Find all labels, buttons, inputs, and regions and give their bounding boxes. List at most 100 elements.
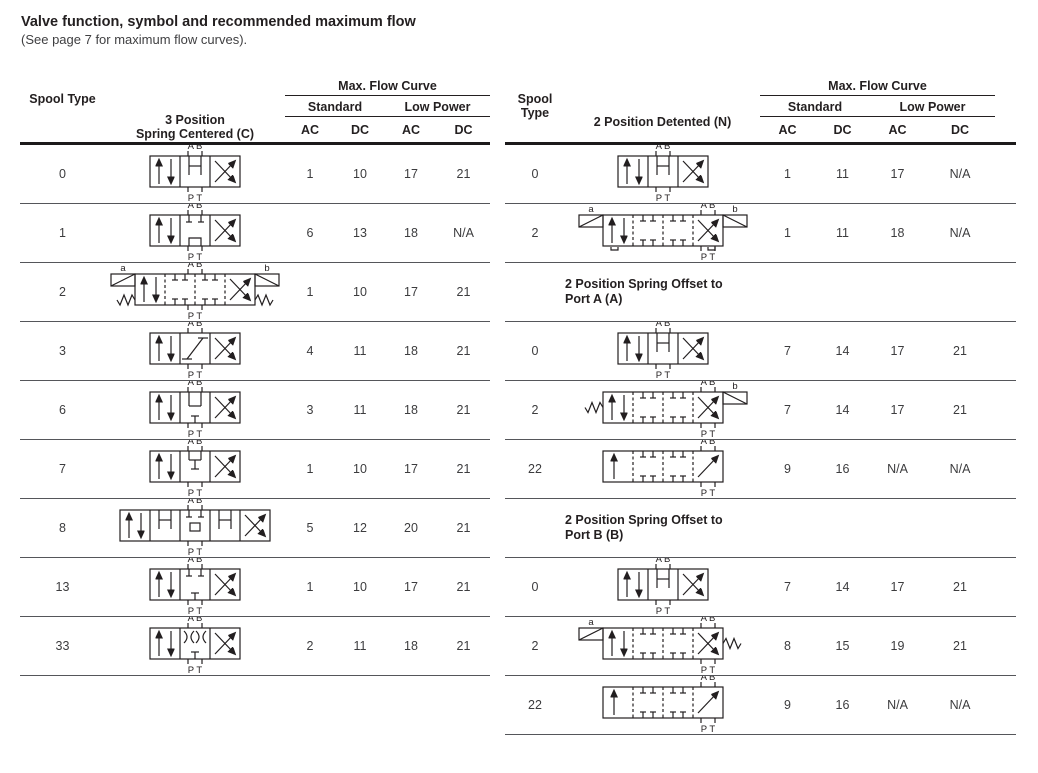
flow-value-cell: 11 xyxy=(353,639,367,653)
spool-type-cell: 22 xyxy=(528,698,542,712)
table-row: 33 A B P T 2 11 18 21 xyxy=(20,616,490,675)
svg-text:A B: A B xyxy=(188,204,203,211)
ac-header: AC xyxy=(778,123,797,137)
flow-value-cell: N/A xyxy=(949,698,971,712)
svg-text:A B: A B xyxy=(700,381,715,388)
flow-value-cell: 6 xyxy=(306,226,314,240)
flow-value-cell: N/A xyxy=(949,167,971,181)
svg-text:P T: P T xyxy=(655,193,670,203)
flow-value-cell xyxy=(760,499,815,557)
flow-value-cell: 19 xyxy=(890,639,905,653)
valve-symbol: A B P T xyxy=(565,322,760,380)
table-row: 6 A B P T 3 11 18 21 xyxy=(20,380,490,439)
svg-text:A B: A B xyxy=(188,558,203,565)
flow-value-cell: 21 xyxy=(456,462,471,476)
flow-value-cell: 4 xyxy=(306,344,314,358)
table-2-position: Spool Type 2 Position Detented (N) Max. … xyxy=(505,79,1016,735)
valve-symbol: A B P T a xyxy=(565,617,760,675)
flow-value-cell: 9 xyxy=(784,462,791,476)
flow-value-cell xyxy=(925,263,1016,321)
valve-symbol: A B P T xyxy=(105,617,285,675)
svg-text:A B: A B xyxy=(700,204,715,211)
flow-value-cell: 17 xyxy=(890,344,905,358)
valve-symbol: A B P T xyxy=(565,558,760,616)
flow-value-cell: 21 xyxy=(456,639,471,653)
spool-type-header: Spool Type xyxy=(517,92,553,120)
spool-type-cell: 0 xyxy=(531,580,539,594)
valve-symbol: A B P T xyxy=(105,558,285,616)
svg-text:P T: P T xyxy=(188,665,203,675)
svg-text:A B: A B xyxy=(655,558,670,565)
valve-symbol: A B P T xyxy=(105,499,285,557)
spool-type-cell: 2 xyxy=(531,639,539,653)
flow-value-cell: 17 xyxy=(404,462,418,476)
valve-symbol: A B P T xyxy=(105,381,285,439)
low-power-header: Low Power xyxy=(385,100,490,117)
flow-value-cell: 11 xyxy=(353,344,367,358)
standard-header: Standard xyxy=(760,100,870,117)
spool-type-cell: 8 xyxy=(59,521,66,535)
table-3-position: Spool Type 3 Position Spring Centered (C… xyxy=(20,79,490,676)
section-label: 2 Position Spring Offset to Port B (B) xyxy=(565,513,723,542)
flow-value-cell: 7 xyxy=(784,344,791,358)
spool-type-cell: 6 xyxy=(59,403,66,417)
flow-value-cell xyxy=(760,263,815,321)
table-row: 2 A B P T a 8 15 19 21 xyxy=(505,616,1016,675)
table-row: 2 A B P T b 7 14 17 21 xyxy=(505,380,1016,439)
svg-text:P T: P T xyxy=(188,193,203,203)
table-row: 2 Position Spring Offset to Port B (B) xyxy=(505,498,1016,557)
valve-symbol: A B P T xyxy=(565,676,760,734)
svg-text:A B: A B xyxy=(700,440,715,447)
svg-text:A B: A B xyxy=(700,676,715,683)
svg-text:b: b xyxy=(732,204,737,215)
dc-header: DC xyxy=(833,123,852,137)
flow-value-cell: N/A xyxy=(949,462,971,476)
flow-value-cell: 9 xyxy=(784,698,791,712)
svg-text:P T: P T xyxy=(188,429,203,439)
symbol-column-header: 2 Position Detented (N) xyxy=(593,115,732,129)
flow-value-cell: 18 xyxy=(404,639,418,653)
flow-value-cell xyxy=(925,499,1016,557)
spool-type-cell: 2 xyxy=(59,285,66,299)
spool-type-cell: 33 xyxy=(55,639,70,653)
svg-text:A B: A B xyxy=(655,145,670,152)
flow-value-cell: 17 xyxy=(890,403,905,417)
flow-value-cell: 7 xyxy=(784,580,791,594)
table-row: 13 A B P T 1 10 17 21 xyxy=(20,557,490,616)
svg-text:P T: P T xyxy=(655,606,670,616)
svg-text:A B: A B xyxy=(188,322,203,329)
flow-value-cell: 11 xyxy=(836,226,849,240)
svg-text:P T: P T xyxy=(188,488,203,498)
flow-value-cell: 1 xyxy=(784,226,791,240)
flow-value-cell: 8 xyxy=(784,639,791,653)
svg-text:P T: P T xyxy=(700,665,715,675)
flow-value-cell: 20 xyxy=(404,521,418,535)
flow-value-cell: 15 xyxy=(835,639,850,653)
valve-symbol: A B P T xyxy=(565,440,760,498)
table-row: 1 A B P T 6 13 18 N/A xyxy=(20,203,490,262)
max-flow-curve-header: Max. Flow Curve xyxy=(285,79,490,96)
svg-text:A B: A B xyxy=(188,499,203,506)
standard-header: Standard xyxy=(285,100,385,117)
svg-text:P T: P T xyxy=(700,429,715,439)
flow-value-cell: 1 xyxy=(306,285,314,299)
svg-text:P T: P T xyxy=(188,252,203,262)
ac-header: AC xyxy=(888,123,907,137)
table-row: 22 A B P T 9 16 N/A N/A xyxy=(505,439,1016,498)
flow-value-cell: 17 xyxy=(404,285,418,299)
valve-symbol: A B P T xyxy=(105,440,285,498)
svg-text:a: a xyxy=(588,204,594,215)
flow-value-cell: 21 xyxy=(456,403,471,417)
flow-value-cell: 21 xyxy=(953,403,967,417)
flow-value-cell: 21 xyxy=(456,521,471,535)
spool-type-header: Spool Type xyxy=(29,92,96,106)
table-header-right: Spool Type 2 Position Detented (N) Max. … xyxy=(505,79,1016,142)
flow-value-cell: N/A xyxy=(453,226,474,240)
flow-value-cell: 18 xyxy=(404,226,418,240)
table-row: 7 A B P T 1 10 17 21 xyxy=(20,439,490,498)
svg-text:A B: A B xyxy=(188,617,203,624)
dc-header: DC xyxy=(350,123,370,137)
flow-value-cell: 16 xyxy=(835,698,850,712)
